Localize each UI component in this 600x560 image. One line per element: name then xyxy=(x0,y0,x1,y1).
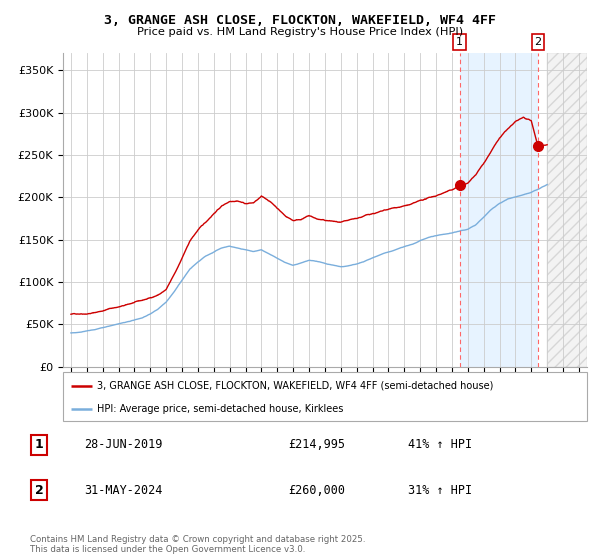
Text: 1: 1 xyxy=(35,438,43,451)
Text: 28-JUN-2019: 28-JUN-2019 xyxy=(84,438,163,451)
Text: 31-MAY-2024: 31-MAY-2024 xyxy=(84,483,163,497)
Text: Price paid vs. HM Land Registry's House Price Index (HPI): Price paid vs. HM Land Registry's House … xyxy=(137,27,463,37)
Text: 41% ↑ HPI: 41% ↑ HPI xyxy=(408,438,472,451)
Text: Contains HM Land Registry data © Crown copyright and database right 2025.
This d: Contains HM Land Registry data © Crown c… xyxy=(30,535,365,554)
Text: 3, GRANGE ASH CLOSE, FLOCKTON, WAKEFIELD, WF4 4FF: 3, GRANGE ASH CLOSE, FLOCKTON, WAKEFIELD… xyxy=(104,14,496,27)
Text: 1: 1 xyxy=(456,37,463,47)
Text: £260,000: £260,000 xyxy=(288,483,345,497)
Text: £214,995: £214,995 xyxy=(288,438,345,451)
Text: 3, GRANGE ASH CLOSE, FLOCKTON, WAKEFIELD, WF4 4FF (semi-detached house): 3, GRANGE ASH CLOSE, FLOCKTON, WAKEFIELD… xyxy=(97,381,493,391)
Text: 2: 2 xyxy=(35,483,43,497)
Bar xyxy=(547,53,587,367)
Text: HPI: Average price, semi-detached house, Kirklees: HPI: Average price, semi-detached house,… xyxy=(97,404,343,414)
Text: 31% ↑ HPI: 31% ↑ HPI xyxy=(408,483,472,497)
Bar xyxy=(460,53,538,367)
Text: 2: 2 xyxy=(535,37,541,47)
